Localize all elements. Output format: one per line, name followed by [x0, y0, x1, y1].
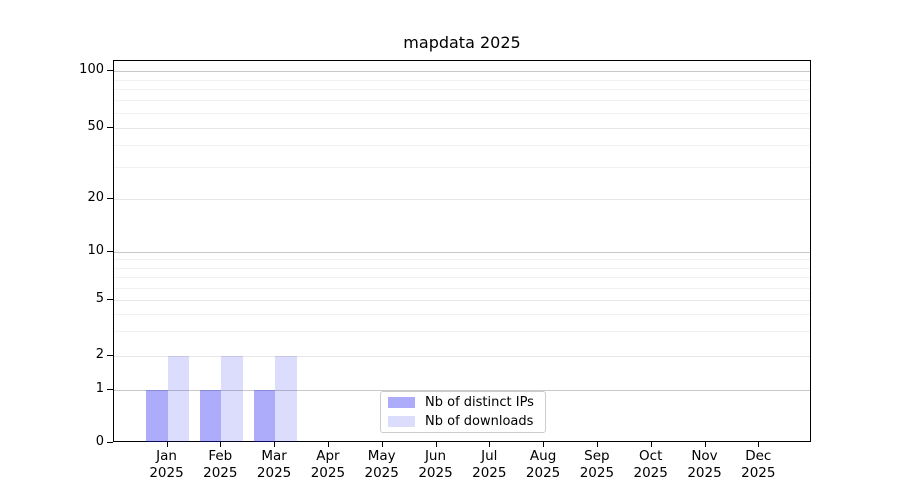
x-tick-year: 2025 [310, 465, 346, 481]
gridline-major-10 [114, 252, 810, 253]
legend: Nb of distinct IPs Nb of downloads [380, 391, 546, 433]
gridline-minor-9 [114, 259, 810, 261]
gridline-major-1 [114, 389, 810, 391]
x-tick-label-may: May 2025 [350, 448, 414, 482]
x-tick-label-aug: Aug 2025 [511, 448, 575, 482]
y-tick-label-2: 2 [95, 346, 104, 362]
x-tick-label-jan: Jan 2025 [135, 448, 199, 482]
y-tick-mark-50 [107, 126, 113, 128]
x-tick-year: 2025 [203, 465, 238, 481]
legend-swatch-icon [388, 415, 415, 427]
x-tick-mark-feb [220, 442, 222, 447]
x-tick-label-dec: Dec 2025 [726, 448, 790, 482]
gridline-minor-30 [114, 167, 810, 169]
gridline-minor-70 [114, 100, 810, 101]
x-tick-mark-jun [435, 442, 437, 447]
x-tick-mark-jul [489, 442, 491, 447]
gridline-minor-80 [114, 89, 810, 91]
x-tick-year: 2025 [364, 465, 399, 481]
gridline-mid-20 [114, 198, 810, 200]
y-tick-mark-2 [107, 354, 113, 356]
x-tick-label-feb: Feb 2025 [188, 448, 252, 482]
x-tick-year: 2025 [149, 465, 184, 481]
gridline-minor-8 [114, 267, 810, 269]
bar-distinct-ips-jan [146, 389, 168, 442]
bar-downloads-feb [221, 355, 243, 442]
x-tick-month: Jun [424, 448, 447, 464]
y-tick-mark-1 [107, 388, 113, 390]
y-tick-mark-0 [107, 442, 113, 443]
y-tick-label-0: 0 [95, 434, 104, 449]
x-tick-month: Nov [691, 448, 718, 464]
bar-distinct-ips-feb [199, 389, 222, 442]
x-tick-label-jun: Jun 2025 [404, 448, 468, 482]
x-tick-month: Aug [529, 448, 557, 464]
x-tick-mark-sep [596, 442, 598, 447]
bar-downloads-jan [167, 355, 189, 442]
x-tick-mark-may [381, 442, 383, 447]
y-tick-mark-100 [107, 69, 113, 71]
x-tick-year: 2025 [579, 465, 615, 481]
y-tick-mark-20 [107, 197, 113, 199]
gridline-minor-90 [114, 79, 810, 81]
legend-swatch-icon [388, 397, 415, 409]
x-tick-month: Jul [481, 448, 498, 464]
gridline-mid-50 [114, 127, 810, 129]
x-tick-label-jul: Jul 2025 [457, 448, 521, 482]
x-tick-label-nov: Nov 2025 [673, 448, 737, 482]
x-tick-mark-nov [704, 442, 706, 447]
legend-label: Nb of distinct IPs [425, 395, 534, 411]
x-tick-mark-apr [327, 442, 329, 447]
x-tick-label-apr: Apr 2025 [296, 448, 360, 482]
y-tick-label-10: 10 [87, 243, 104, 258]
x-tick-month: Jan [156, 448, 177, 464]
x-tick-month: Mar [261, 448, 287, 464]
plot-area: Nb of distinct IPs Nb of downloads [113, 60, 811, 442]
x-tick-month: May [367, 448, 396, 464]
gridline-major-100 [114, 70, 810, 72]
x-tick-mark-jan [166, 442, 168, 447]
x-tick-label-mar: Mar 2025 [242, 448, 306, 482]
y-tick-label-5: 5 [95, 291, 104, 307]
x-tick-month: Oct [639, 448, 663, 464]
gridline-minor-60 [114, 112, 810, 114]
legend-label: Nb of downloads [425, 413, 534, 429]
y-tick-mark-5 [107, 299, 113, 301]
x-tick-label-sep: Sep 2025 [565, 448, 629, 482]
x-tick-month: Apr [316, 448, 340, 464]
bar-downloads-mar [275, 355, 297, 442]
legend-row-0: Nb of distinct IPs [388, 395, 538, 411]
x-tick-year: 2025 [741, 465, 776, 481]
gridline-minor-7 [114, 276, 810, 278]
gridline-minor-40 [114, 144, 810, 146]
x-tick-year: 2025 [525, 465, 561, 481]
y-tick-label-50: 50 [87, 118, 104, 134]
x-tick-year: 2025 [687, 465, 722, 481]
x-tick-mark-mar [274, 442, 276, 447]
x-tick-year: 2025 [633, 465, 668, 481]
x-tick-month: Sep [584, 448, 610, 464]
x-tick-year: 2025 [472, 465, 507, 481]
x-tick-mark-oct [650, 442, 652, 447]
x-tick-month: Feb [208, 448, 233, 464]
x-tick-mark-aug [543, 442, 545, 447]
gridline-minor-6 [114, 287, 810, 289]
gridline-minor-4 [114, 313, 810, 315]
y-tick-label-100: 100 [79, 61, 104, 77]
x-tick-year: 2025 [418, 465, 453, 481]
x-tick-year: 2025 [256, 465, 292, 481]
y-tick-label-1: 1 [95, 380, 104, 396]
legend-row-1: Nb of downloads [388, 414, 538, 430]
chart-title: mapdata 2025 [403, 33, 521, 52]
gridline-minor-3 [114, 331, 810, 333]
gridline-mid-2 [114, 355, 810, 357]
bar-distinct-ips-mar [253, 389, 276, 442]
x-tick-mark-dec [758, 442, 760, 447]
x-tick-label-oct: Oct 2025 [619, 448, 683, 482]
x-tick-month: Dec [745, 448, 772, 464]
y-tick-label-20: 20 [87, 189, 104, 205]
gridline-mid-5 [114, 300, 810, 302]
y-tick-mark-10 [107, 251, 113, 252]
